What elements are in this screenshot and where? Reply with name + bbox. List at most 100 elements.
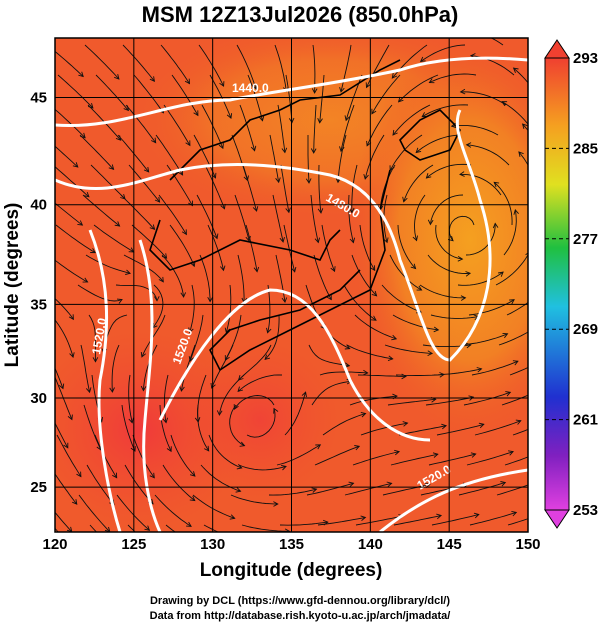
streamline	[435, 224, 463, 260]
stream-arrow	[128, 417, 134, 424]
streamline	[236, 44, 257, 90]
streamline	[340, 44, 352, 93]
streamline	[55, 202, 83, 226]
stream-arrow	[371, 290, 378, 297]
stream-arrow	[92, 357, 99, 363]
streamline	[169, 224, 195, 267]
streamline	[162, 464, 196, 501]
streamline	[474, 420, 521, 436]
contour-label: 1440.0	[232, 81, 269, 95]
stream-arrow	[125, 269, 132, 275]
stream-arrow	[502, 332, 509, 339]
stream-arrow	[258, 115, 265, 122]
stream-arrow	[330, 266, 336, 273]
streamline	[466, 451, 514, 466]
streamline	[55, 422, 69, 449]
colorbar	[544, 57, 570, 511]
streamline	[55, 108, 86, 139]
stream-arrow	[311, 88, 318, 94]
stream-arrow	[500, 481, 507, 487]
streamline	[77, 284, 123, 302]
colorbar-tick-label: 285	[573, 140, 598, 157]
streamline	[85, 254, 131, 274]
stream-arrow	[77, 220, 84, 226]
stream-arrow	[219, 81, 225, 87]
streamline	[460, 91, 507, 106]
streamline	[204, 164, 225, 209]
streamline	[354, 314, 397, 340]
stream-arrow	[394, 449, 401, 456]
contours	[55, 56, 528, 532]
stream-arrow	[219, 265, 226, 272]
streamline	[426, 163, 472, 179]
stream-arrow	[511, 510, 518, 517]
stream-arrow	[344, 344, 351, 350]
x-tick-label: 125	[121, 536, 146, 553]
stream-arrow	[360, 515, 367, 521]
stream-arrow	[189, 471, 196, 477]
stream-arrow	[460, 295, 467, 301]
streamlines	[55, 38, 528, 559]
stream-arrow	[348, 481, 355, 488]
streamline	[154, 494, 192, 527]
streamline	[197, 404, 210, 452]
stream-arrow	[317, 118, 323, 124]
streamline	[199, 254, 211, 302]
stream-arrow	[362, 369, 369, 376]
streamline	[390, 453, 438, 466]
stream-arrow	[419, 56, 426, 63]
y-tick-label: 30	[30, 390, 47, 407]
streamline	[55, 145, 79, 168]
streamline	[234, 395, 275, 410]
stream-arrow	[185, 140, 191, 147]
streamline	[314, 445, 360, 466]
stream-arrow	[470, 452, 477, 458]
streamline	[163, 104, 191, 146]
colorbar-tick-label: 253	[573, 502, 598, 519]
stream-arrow	[184, 78, 190, 85]
streamline	[116, 494, 150, 531]
streamline	[55, 50, 84, 77]
stream-arrow	[478, 422, 485, 429]
stream-arrow	[119, 554, 124, 559]
streamline	[152, 284, 164, 329]
stream-arrow	[279, 236, 285, 243]
streamline	[155, 134, 183, 176]
streamline	[131, 224, 167, 259]
stream-arrow	[498, 271, 504, 277]
streamline	[237, 374, 283, 392]
x-tick-label: 130	[200, 536, 225, 553]
streamline	[421, 104, 469, 117]
stream-arrow	[193, 110, 199, 117]
stream-arrow	[130, 446, 136, 452]
streamline	[198, 44, 225, 87]
streamline	[381, 284, 422, 313]
streamline	[86, 464, 115, 505]
streamline	[503, 209, 517, 256]
streamline	[170, 434, 196, 477]
stream-arrow	[366, 140, 372, 147]
streamline	[308, 344, 350, 367]
axes: 120 125 130 135 140 145 150 25 30 35 40 45	[30, 38, 541, 553]
colorbar-tick-label: 261	[573, 412, 598, 429]
stream-arrow	[154, 196, 161, 203]
stream-arrow	[210, 382, 216, 389]
stream-arrow	[349, 237, 356, 244]
stream-arrow	[76, 471, 82, 478]
streamline	[355, 515, 404, 526]
stream-arrow	[68, 314, 74, 321]
stream-arrow	[78, 71, 84, 78]
streamline	[322, 413, 366, 436]
streamline	[340, 104, 355, 152]
streamline	[239, 104, 256, 151]
stream-arrow	[402, 421, 409, 427]
streamline	[313, 104, 317, 153]
streamline	[471, 360, 519, 376]
stream-arrow	[90, 248, 97, 254]
streamline	[275, 254, 286, 303]
stream-arrow	[402, 196, 408, 203]
stream-arrow	[436, 513, 443, 520]
streamline	[268, 488, 317, 496]
stream-arrow	[348, 207, 355, 214]
stream-arrow	[149, 472, 155, 479]
